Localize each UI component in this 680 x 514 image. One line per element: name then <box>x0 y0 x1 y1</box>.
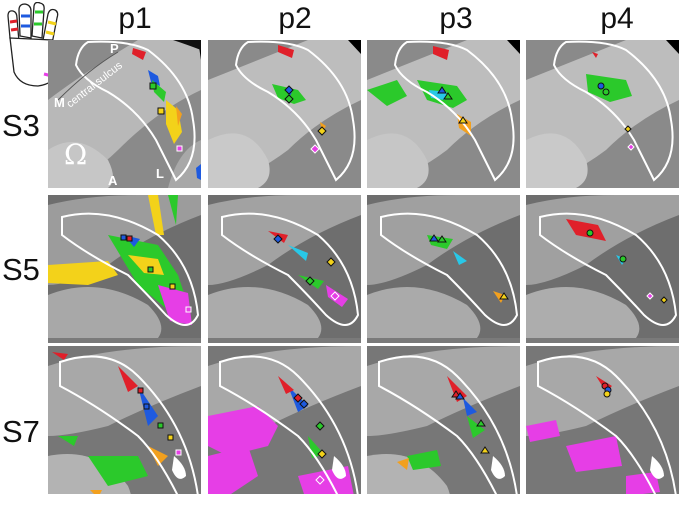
row-header-s7: S7 <box>2 414 40 449</box>
column-header-p1: p1 <box>118 2 152 35</box>
brain-panel-s7-p3 <box>367 346 520 494</box>
brain-panel-s5-p1 <box>48 195 201 343</box>
label-anterior: A <box>108 173 118 188</box>
row-header-s5: S5 <box>2 252 40 287</box>
label-omega: Ω <box>64 138 87 171</box>
brain-panel-s3-p1: P M central sulcus Ω A L <box>48 40 201 188</box>
brain-panel-s7-p2 <box>208 346 361 494</box>
row-header-s3: S3 <box>2 108 40 143</box>
column-header-p4: p4 <box>600 2 634 35</box>
brain-panel-s3-p3 <box>367 40 520 188</box>
brain-panel-s7-p4 <box>526 346 679 494</box>
label-lateral: L <box>156 166 164 181</box>
brain-panel-s3-p2 <box>208 40 361 188</box>
brain-panel-s5-p3 <box>367 195 520 343</box>
label-medial: M <box>54 95 65 110</box>
brain-panel-s5-p2 <box>208 195 361 343</box>
label-posterior: P <box>110 41 119 56</box>
brain-panel-s7-p1 <box>48 346 201 494</box>
brain-panel-s5-p4 <box>526 195 679 343</box>
column-header-p2: p2 <box>278 2 312 35</box>
brain-panel-s3-p4 <box>526 40 679 188</box>
column-header-p3: p3 <box>439 2 473 35</box>
